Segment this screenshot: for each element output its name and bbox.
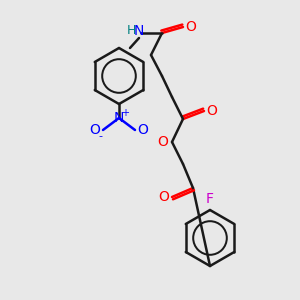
Text: -: - <box>98 131 102 141</box>
Text: N: N <box>114 111 124 125</box>
Text: O: O <box>159 190 170 204</box>
Text: +: + <box>121 108 129 118</box>
Text: O: O <box>158 135 168 149</box>
Text: O: O <box>207 104 218 118</box>
Text: H: H <box>126 25 136 38</box>
Text: F: F <box>206 192 214 206</box>
Text: O: O <box>138 123 148 137</box>
Text: O: O <box>90 123 101 137</box>
Text: O: O <box>186 20 196 34</box>
Text: N: N <box>134 24 144 38</box>
